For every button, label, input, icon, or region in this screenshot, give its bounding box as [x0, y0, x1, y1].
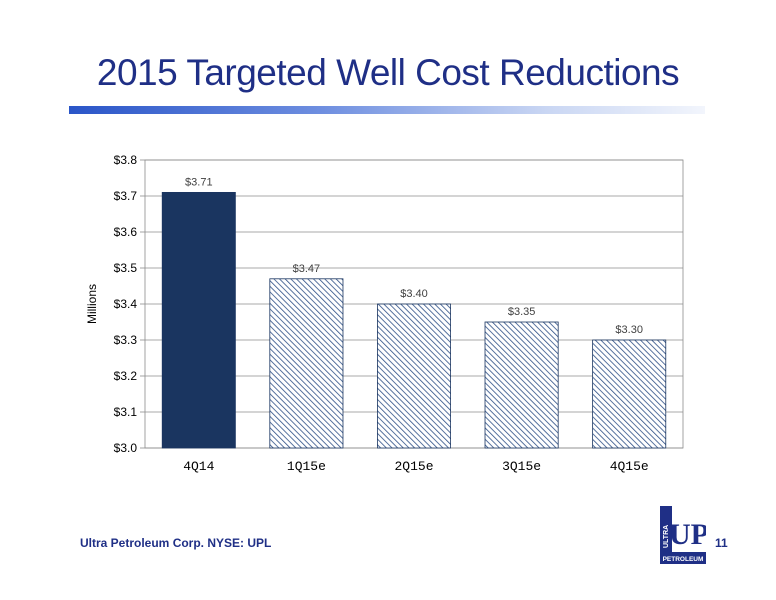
logo-side-text: ULTRA — [663, 525, 670, 548]
data-label: $3.30 — [615, 324, 643, 336]
bar-4q14 — [161, 191, 236, 449]
data-label: $3.71 — [185, 176, 213, 188]
ultra-petroleum-logo: ULTRA UP PETROLEUM — [660, 506, 706, 564]
data-label: $3.35 — [508, 306, 536, 318]
bar-3q15e — [484, 321, 559, 449]
footer-company: Ultra Petroleum Corp. NYSE: UPL — [80, 536, 272, 550]
y-tick-labels: $3.0 $3.1 $3.2 $3.3 $3.4 $3.5 $3.6 $3.7 $3.8 — [114, 153, 138, 455]
data-label: $3.47 — [293, 263, 321, 275]
x-tick-label: 4Q14 — [183, 459, 214, 474]
bar-1q15e — [269, 278, 344, 449]
x-tick-label: 2Q15e — [394, 459, 433, 474]
y-tick-label: $3.5 — [114, 261, 138, 275]
data-label: $3.40 — [400, 288, 428, 300]
x-tick-labels: 4Q14 1Q15e 2Q15e 3Q15e 4Q15e — [183, 459, 649, 474]
x-tick-label: 1Q15e — [287, 459, 326, 474]
bar-2q15e — [377, 303, 451, 449]
y-tick-label: $3.4 — [114, 297, 138, 311]
y-tick-label: $3.1 — [114, 405, 138, 419]
logo-bottom-text: PETROLEUM — [663, 556, 704, 563]
slide-title: 2015 Targeted Well Cost Reductions — [96, 52, 680, 93]
y-tick-label: $3.8 — [114, 153, 138, 167]
x-tick-label: 3Q15e — [502, 459, 541, 474]
y-tick-label: $3.7 — [114, 189, 138, 203]
logo-main-text: UP — [669, 518, 706, 551]
bar-4q15e — [592, 339, 667, 449]
y-tick-label: $3.3 — [114, 333, 138, 347]
page-number: 11 — [715, 536, 728, 550]
title-rule — [69, 106, 705, 114]
bars — [161, 191, 667, 449]
data-labels: $3.71 $3.47 $3.40 $3.35 $3.30 — [185, 176, 643, 336]
y-tick-label: $3.0 — [114, 441, 138, 455]
y-tick-label: $3.6 — [114, 225, 138, 239]
y-axis-label: Millions — [85, 284, 99, 324]
x-tick-label: 4Q15e — [610, 459, 649, 474]
y-tick-label: $3.2 — [114, 369, 138, 383]
